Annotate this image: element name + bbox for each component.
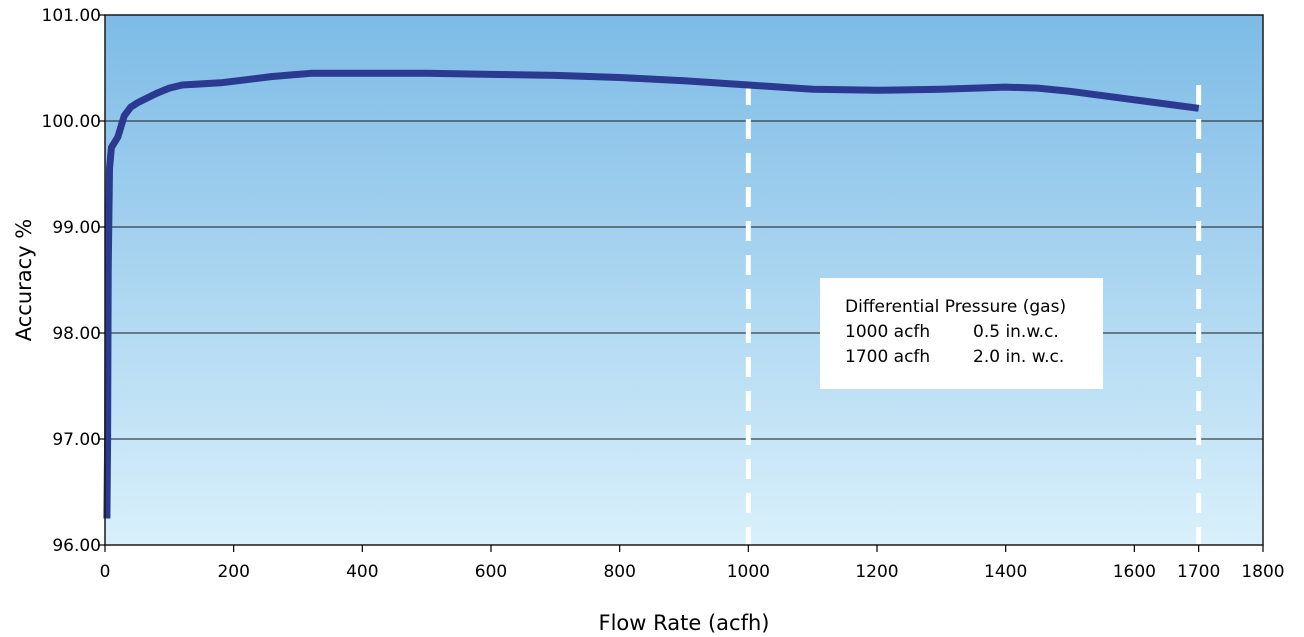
x-tick-label: 1600 xyxy=(1113,562,1156,582)
annotation-box: Differential Pressure (gas) 1000 acfh 0.… xyxy=(820,278,1103,389)
annotation-background xyxy=(820,278,1103,389)
annotation-row-flow: 1700 acfh xyxy=(845,347,930,367)
y-tick-label: 101.00 xyxy=(42,6,101,26)
series-line xyxy=(103,69,1200,519)
plot-frame xyxy=(104,14,1264,546)
x-tick-label: 1400 xyxy=(984,562,1027,582)
reference-lines xyxy=(745,84,1202,545)
y-tick-label: 99.00 xyxy=(52,218,101,238)
y-tick-label: 96.00 xyxy=(52,536,101,556)
annotation-row-pressure: 2.0 in. w.c. xyxy=(973,347,1064,367)
x-tick-label: 600 xyxy=(475,562,507,582)
annotation-row-pressure: 0.5 in.w.c. xyxy=(973,322,1059,342)
x-tick-label: 1200 xyxy=(855,562,898,582)
x-tick-label: 200 xyxy=(217,562,249,582)
x-tick-label: 1800 xyxy=(1241,562,1284,582)
x-axis-label: Flow Rate (acfh) xyxy=(599,611,770,635)
x-tick-label: 1700 xyxy=(1177,562,1220,582)
y-tick-label: 97.00 xyxy=(52,430,101,450)
y-tick-label: 98.00 xyxy=(52,324,101,344)
x-tick-label: 800 xyxy=(603,562,635,582)
x-tick-label: 400 xyxy=(346,562,378,582)
y-axis-label: Accuracy % xyxy=(12,219,36,342)
annotation-row-flow: 1000 acfh xyxy=(845,322,930,342)
y-axis-ticks: 96.00 97.00 98.00 99.00 100.00 101.00 xyxy=(42,6,105,556)
x-tick-label: 1000 xyxy=(727,562,770,582)
x-axis-ticks: 0 200 400 600 800 1000 1200 1400 1600 1700 1800 xyxy=(100,545,1285,582)
x-tick-label: 0 xyxy=(100,562,111,582)
y-tick-label: 100.00 xyxy=(42,112,101,132)
series-layer xyxy=(103,69,1200,519)
annotation-heading: Differential Pressure (gas) xyxy=(845,297,1066,317)
